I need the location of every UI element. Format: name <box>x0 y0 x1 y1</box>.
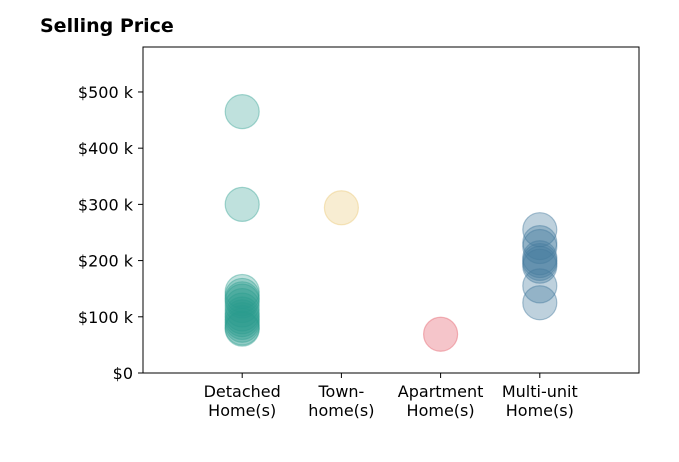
y-tick-label: $100 k <box>78 308 134 327</box>
data-point <box>522 268 558 304</box>
y-tick-label: $0 <box>113 364 133 383</box>
data-point <box>522 245 558 281</box>
data-point <box>522 225 558 261</box>
y-tick-label: $500 k <box>78 83 134 102</box>
data-point <box>423 316 459 352</box>
data-point <box>522 212 558 248</box>
x-axis: Detached Home(s) Town-home(s) Apartment Home… <box>204 373 578 420</box>
data-point <box>522 285 558 321</box>
x-tick-label: Multi-unit Home(s) <box>502 382 578 420</box>
data-point <box>224 273 260 310</box>
data-point <box>224 311 260 347</box>
data-point <box>522 228 558 265</box>
data-point <box>224 94 260 130</box>
data-point <box>224 281 260 317</box>
plot-frame <box>142 46 640 374</box>
data-points <box>224 94 558 352</box>
y-tick-label: $400 k <box>78 139 134 158</box>
data-point <box>522 248 558 284</box>
y-tick-label: $300 k <box>78 195 134 214</box>
data-point <box>224 277 260 314</box>
data-point <box>224 186 260 222</box>
x-tick-label: Detached Home(s) <box>204 382 281 420</box>
data-point <box>224 287 260 324</box>
data-point <box>224 283 260 319</box>
data-point <box>224 296 260 332</box>
data-point <box>224 299 260 335</box>
data-point <box>224 310 260 346</box>
data-point <box>224 307 260 343</box>
data-point <box>224 304 260 341</box>
data-point <box>522 240 558 276</box>
chart-title: Selling Price <box>40 15 174 37</box>
data-point <box>224 292 260 328</box>
data-point <box>522 242 558 279</box>
data-point <box>323 190 359 226</box>
x-tick-label: Town-home(s) <box>308 382 374 420</box>
x-tick-label: Apartment Home(s) <box>398 382 484 420</box>
y-axis: $0 $100 k $200 k $300 k $400 k $500 k <box>78 83 143 383</box>
data-point <box>224 302 260 338</box>
y-tick-label: $200 k <box>78 252 134 271</box>
